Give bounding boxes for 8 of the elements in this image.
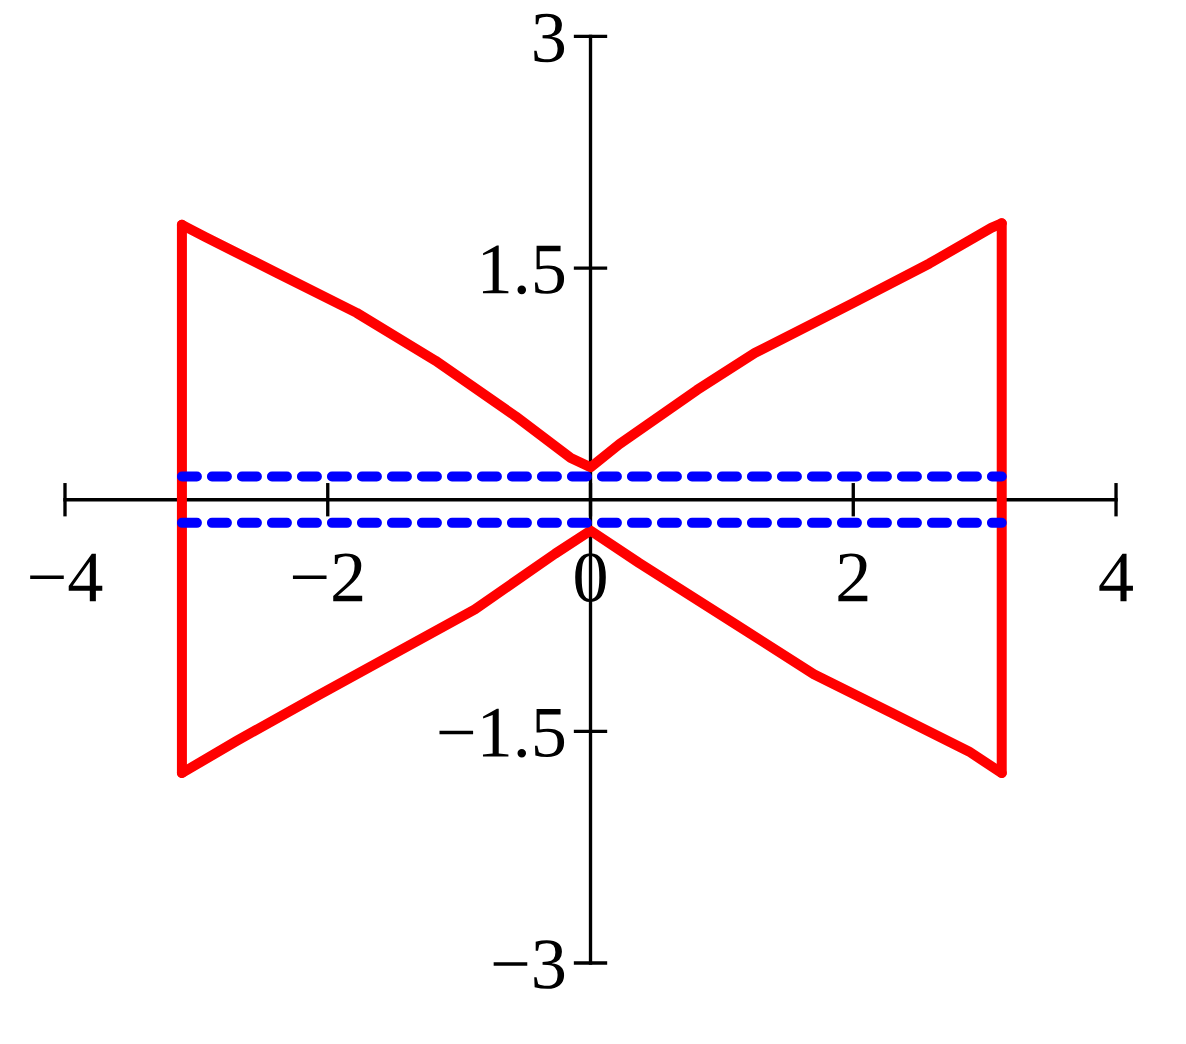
y-tick-label: −3 [493,940,565,989]
x-tick-label: 4 [1099,553,1133,602]
y-tick-label: 1.5 [482,245,565,295]
x-tick-label: −2 [292,553,363,602]
x-tick-label: 2 [838,553,868,602]
x-tick-label: −4 [30,553,103,602]
y-tick-label: −1.5 [439,708,565,758]
y-tick-label: 3 [534,13,565,63]
